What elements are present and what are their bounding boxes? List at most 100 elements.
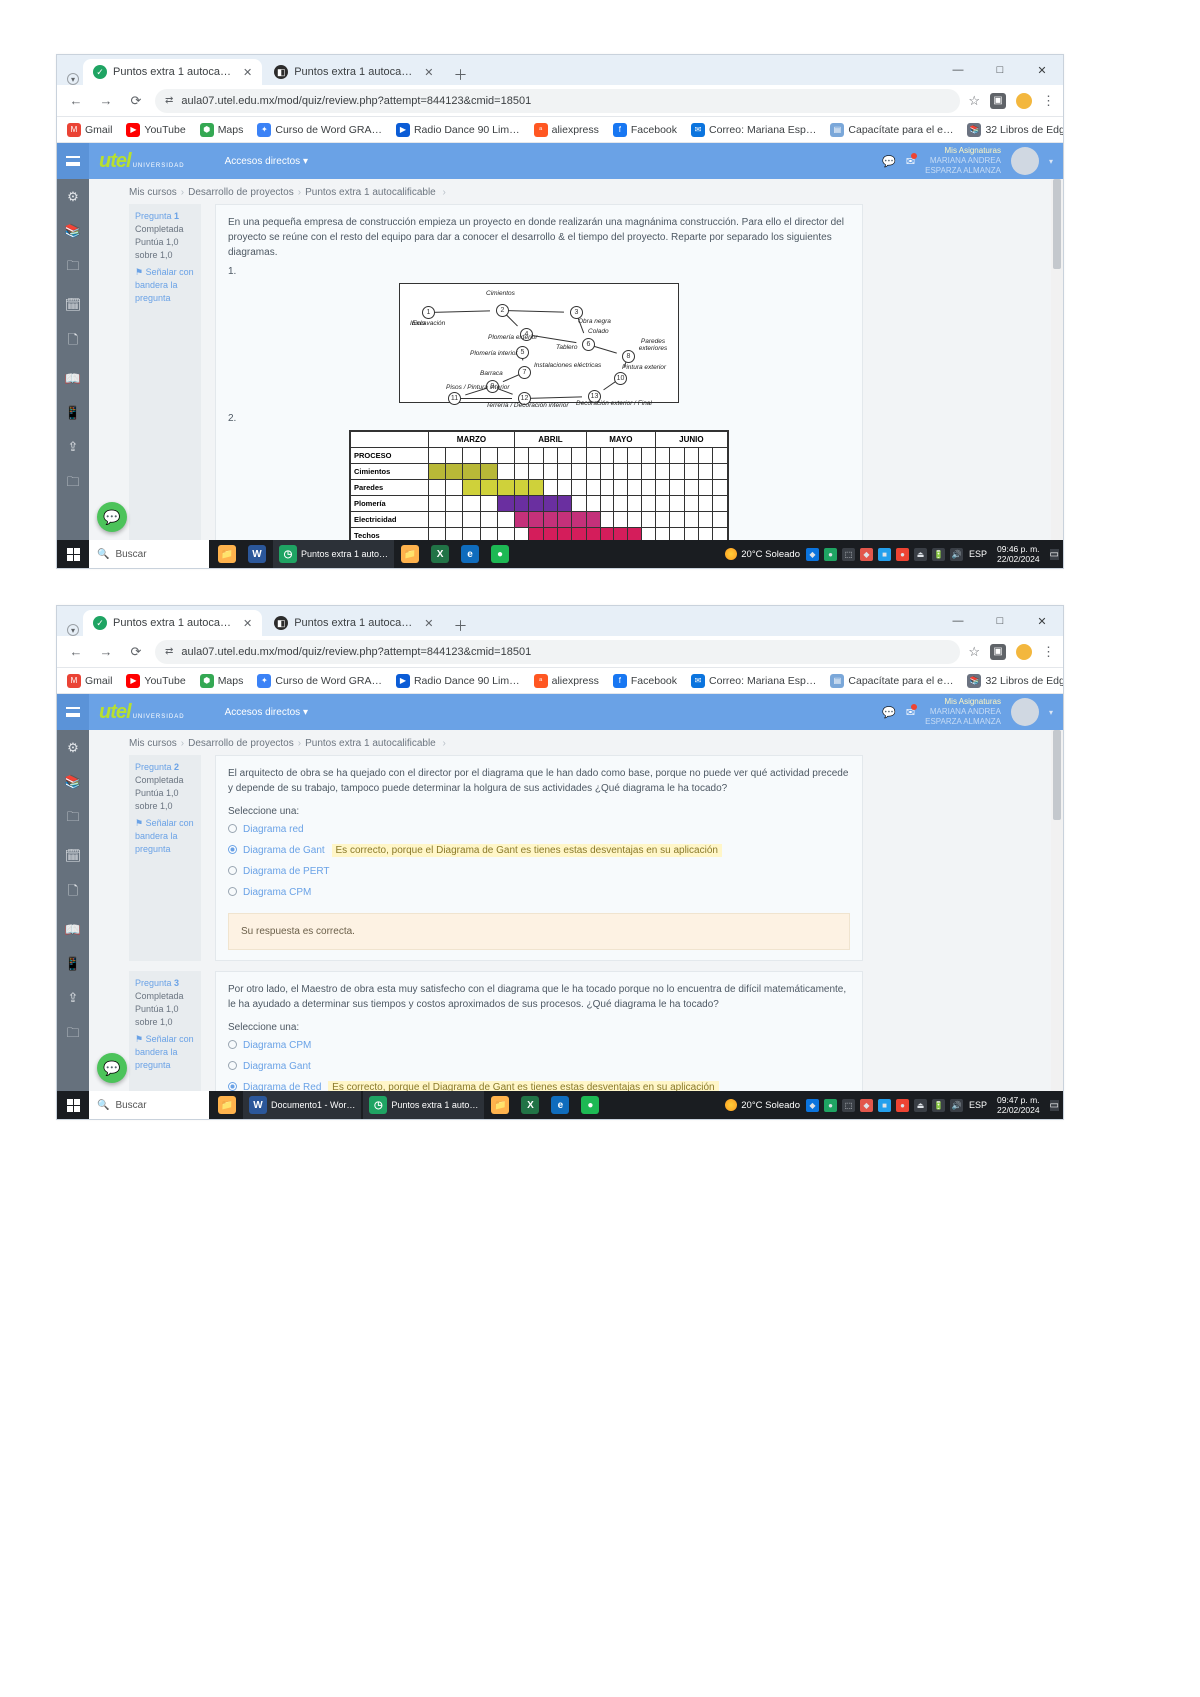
- bookmark-item[interactable]: ✦ Curso de Word GRA…: [257, 674, 382, 688]
- tray-icon[interactable]: ⬚: [842, 1099, 855, 1112]
- bookmark-item[interactable]: ▶ Radio Dance 90 Lim…: [396, 674, 520, 688]
- site-info-icon[interactable]: ⇄: [165, 646, 173, 657]
- window-close-button[interactable]: ✕: [1021, 55, 1063, 85]
- window-minimize-button[interactable]: —: [937, 606, 979, 636]
- bookmark-item[interactable]: ▶ YouTube: [126, 674, 185, 688]
- bookmark-item[interactable]: ✦ Curso de Word GRA…: [257, 123, 382, 137]
- taskbar-app[interactable]: X: [426, 540, 454, 568]
- extensions-icon[interactable]: ▣: [990, 644, 1006, 660]
- profile-icon[interactable]: [1016, 93, 1032, 109]
- avatar[interactable]: [1011, 147, 1039, 175]
- rail-icon[interactable]: 🗀: [66, 473, 79, 495]
- chat-fab[interactable]: 💬: [97, 1053, 127, 1083]
- flag-question-link[interactable]: ⚑ Señalar con bandera la pregunta: [135, 817, 195, 856]
- flag-question-link[interactable]: ⚑ Señalar con bandera la pregunta: [135, 266, 195, 305]
- taskbar-app[interactable]: 📁: [396, 540, 424, 568]
- bookmark-item[interactable]: ⬢ Maps: [200, 674, 244, 688]
- bookmark-item[interactable]: ᵃ aliexpress: [534, 123, 599, 137]
- scrollbar-thumb[interactable]: [1053, 179, 1061, 269]
- avatar[interactable]: [1011, 698, 1039, 726]
- scrollbar-thumb[interactable]: [1053, 730, 1061, 820]
- window-maximize-button[interactable]: □: [979, 55, 1021, 85]
- rail-icon[interactable]: 📚: [65, 774, 81, 790]
- rail-icon[interactable]: 📚: [65, 223, 81, 239]
- shortcuts-dropdown[interactable]: Accesos directos ▾: [225, 156, 308, 167]
- notifications-icon[interactable]: ▭: [1050, 549, 1059, 560]
- tray-icon[interactable]: ●: [896, 548, 909, 561]
- bookmark-star-icon[interactable]: ☆: [968, 644, 980, 660]
- brand-logo[interactable]: utel: [99, 150, 131, 173]
- taskbar-app[interactable]: W: [243, 540, 271, 568]
- new-tab-button[interactable]: ＋: [445, 616, 475, 636]
- browser-tab[interactable]: ◧ Puntos extra 1 autocalificable I ✕: [264, 610, 443, 636]
- breadcrumb-item[interactable]: Mis cursos: [129, 738, 177, 749]
- rail-icon[interactable]: ⚙: [67, 189, 79, 205]
- browser-tab[interactable]: ✓ Puntos extra 1 autocalificable ✕: [83, 610, 262, 636]
- start-button[interactable]: [57, 540, 89, 568]
- sidebar-toggle-button[interactable]: [57, 143, 89, 179]
- rail-icon[interactable]: 🗋: [68, 331, 78, 353]
- tab-close-icon[interactable]: ✕: [243, 66, 252, 79]
- taskbar-app[interactable]: 📁: [486, 1091, 514, 1119]
- notifications-icon[interactable]: ▭: [1050, 1100, 1059, 1111]
- chrome-menu-icon[interactable]: ⋮: [1042, 644, 1055, 660]
- scrollbar[interactable]: [1051, 730, 1063, 1091]
- answer-option[interactable]: Diagrama de PERT: [228, 861, 850, 882]
- bookmark-item[interactable]: M Gmail: [67, 123, 112, 137]
- bookmark-item[interactable]: ✉ Correo: Mariana Esp…: [691, 123, 816, 137]
- window-close-button[interactable]: ✕: [1021, 606, 1063, 636]
- breadcrumb-item[interactable]: Puntos extra 1 autocalificable: [305, 187, 436, 198]
- answer-option[interactable]: Diagrama red: [228, 819, 850, 840]
- rail-icon[interactable]: 🗀: [66, 808, 79, 830]
- taskbar-app[interactable]: ◷ Puntos extra 1 auto…: [273, 540, 394, 568]
- rail-icon[interactable]: 🗓: [65, 297, 82, 313]
- tray-icon[interactable]: ■: [878, 548, 891, 561]
- taskbar-app[interactable]: e: [456, 540, 484, 568]
- breadcrumb-item[interactable]: Desarrollo de proyectos: [188, 738, 294, 749]
- taskbar-search[interactable]: 🔍Buscar: [89, 540, 209, 568]
- tray-icon[interactable]: 🔊: [950, 1099, 963, 1112]
- tab-dropdown-icon[interactable]: ▾: [67, 624, 79, 636]
- tray-icon[interactable]: ⏏: [914, 548, 927, 561]
- rail-icon[interactable]: 🗓: [65, 848, 82, 864]
- window-minimize-button[interactable]: —: [937, 55, 979, 85]
- tray-icon[interactable]: 🔊: [950, 548, 963, 561]
- taskbar-app[interactable]: ●: [576, 1091, 604, 1119]
- breadcrumb-item[interactable]: Mis cursos: [129, 187, 177, 198]
- tray-icon[interactable]: ◆: [806, 548, 819, 561]
- chat-fab[interactable]: 💬: [97, 502, 127, 532]
- answer-option[interactable]: Diagrama CPM: [228, 882, 850, 903]
- answer-option[interactable]: Diagrama de Red Es correcto, porque el D…: [228, 1077, 850, 1091]
- rail-icon[interactable]: 🗀: [66, 257, 79, 279]
- rail-icon[interactable]: ⚙: [67, 740, 79, 756]
- taskbar-clock[interactable]: 09:47 p. m.22/02/2024: [993, 1095, 1044, 1115]
- brand-logo[interactable]: utel: [99, 701, 131, 724]
- tray-icon[interactable]: ⬚: [842, 548, 855, 561]
- bookmark-item[interactable]: 📚 32 Libros de Edgar…: [967, 123, 1064, 137]
- bookmark-item[interactable]: f Facebook: [613, 123, 677, 137]
- browser-tab[interactable]: ◧ Puntos extra 1 autocalificable I ✕: [264, 59, 443, 85]
- taskbar-app[interactable]: W Documento1 - Wor…: [243, 1091, 361, 1119]
- tray-icon[interactable]: ◆: [860, 548, 873, 561]
- tray-icon[interactable]: ◆: [806, 1099, 819, 1112]
- taskbar-app[interactable]: X: [516, 1091, 544, 1119]
- taskbar-search[interactable]: 🔍Buscar: [89, 1091, 209, 1119]
- nav-reload-button[interactable]: ⟳: [125, 641, 147, 663]
- mail-icon[interactable]: ✉: [906, 706, 915, 719]
- tray-icon[interactable]: 🔋: [932, 548, 945, 561]
- nav-reload-button[interactable]: ⟳: [125, 90, 147, 112]
- browser-tab[interactable]: ✓ Puntos extra 1 autocalificable ✕: [83, 59, 262, 85]
- nav-back-button[interactable]: ←: [65, 90, 87, 112]
- tray-lang[interactable]: ESP: [969, 549, 987, 559]
- rail-icon[interactable]: 📱: [65, 405, 81, 421]
- breadcrumb-item[interactable]: Puntos extra 1 autocalificable: [305, 738, 436, 749]
- taskbar-app[interactable]: 📁: [213, 540, 241, 568]
- bookmark-item[interactable]: ᵃ aliexpress: [534, 674, 599, 688]
- answer-option[interactable]: Diagrama Gant: [228, 1056, 850, 1077]
- bookmark-item[interactable]: ▶ Radio Dance 90 Lim…: [396, 123, 520, 137]
- bookmark-item[interactable]: ⬢ Maps: [200, 123, 244, 137]
- rail-icon[interactable]: ⇪: [68, 990, 79, 1006]
- url-input[interactable]: ⇄ aula07.utel.edu.mx/mod/quiz/review.php…: [155, 89, 960, 113]
- tray-icon[interactable]: ■: [878, 1099, 891, 1112]
- rail-icon[interactable]: ⇪: [68, 439, 79, 455]
